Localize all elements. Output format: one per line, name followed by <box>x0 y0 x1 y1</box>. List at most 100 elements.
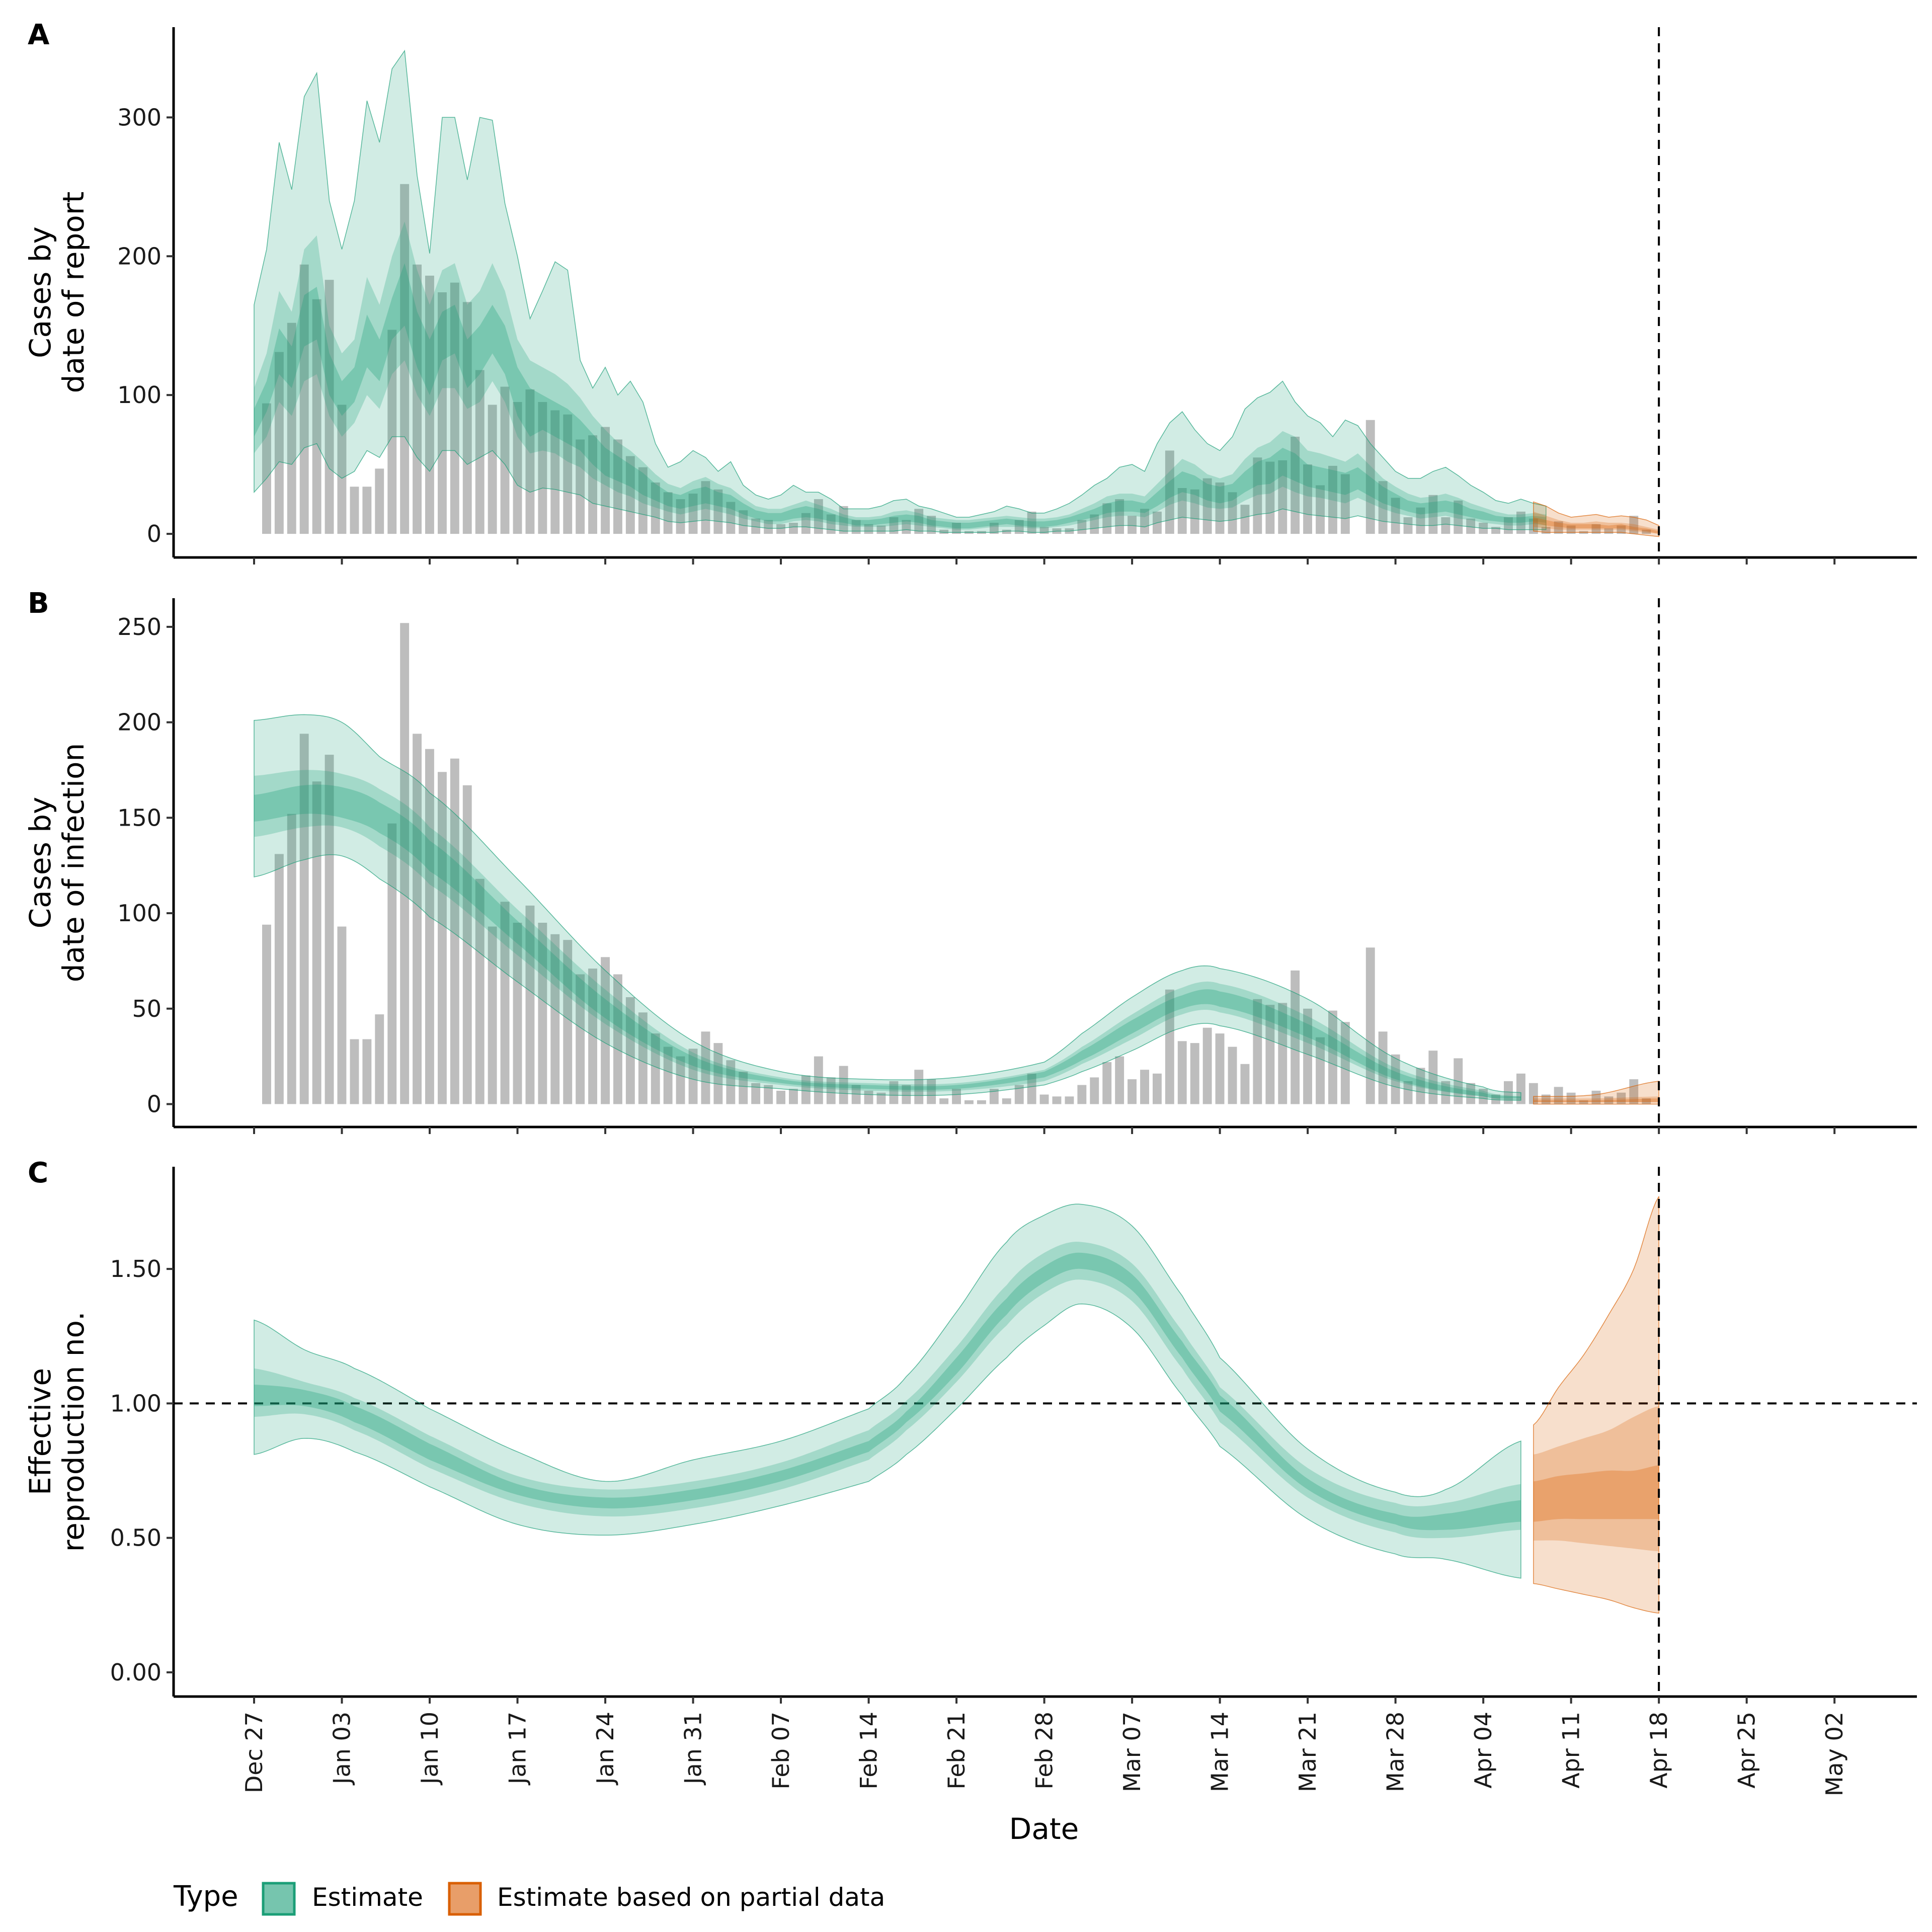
case-bar <box>462 785 472 1104</box>
case-bar <box>1340 474 1350 534</box>
case-bar <box>588 969 597 1104</box>
case-bar <box>287 814 296 1104</box>
case-bar <box>789 523 798 534</box>
x-tick-label: Apr 25 <box>1733 1712 1760 1789</box>
case-bar <box>1027 511 1036 534</box>
case-bar <box>1591 524 1601 534</box>
case-bar <box>1316 485 1325 534</box>
case-bar <box>1554 521 1563 534</box>
case-bar <box>1428 1051 1438 1104</box>
case-bar <box>939 1098 949 1104</box>
case-bar <box>1177 1041 1187 1104</box>
case-bar <box>1102 1062 1112 1104</box>
x-tick-label: Apr 18 <box>1645 1712 1672 1789</box>
case-bar <box>1391 1054 1400 1104</box>
case-bar <box>613 439 622 534</box>
panel-tag-b: B <box>28 587 49 620</box>
x-tick-label: Jan 17 <box>504 1712 531 1786</box>
legend-swatch-estimate <box>262 1882 296 1916</box>
case-bar <box>625 456 635 534</box>
case-bar <box>826 514 836 534</box>
case-bar <box>1177 488 1187 534</box>
case-bar <box>826 1077 836 1104</box>
case-bar <box>601 427 610 534</box>
case-bar <box>726 1060 736 1104</box>
case-bar <box>576 974 585 1104</box>
case-bar <box>1278 1003 1287 1104</box>
estimate-ci90-band <box>254 1203 1521 1579</box>
case-bar <box>663 1046 673 1104</box>
y-tick-label: 0 <box>147 520 162 547</box>
case-bar <box>739 510 748 534</box>
case-bar <box>1303 464 1312 534</box>
case-bar <box>1153 1073 1162 1104</box>
case-bar <box>1604 528 1614 534</box>
case-bar <box>1466 1083 1476 1104</box>
x-tick-label: Jan 31 <box>680 1712 707 1786</box>
case-bar <box>1190 1043 1199 1104</box>
case-bar <box>1617 1092 1626 1104</box>
y-axis-title-line: Cases by <box>23 797 57 929</box>
estimate-ci50-band <box>254 770 1521 1100</box>
case-bar <box>488 926 497 1104</box>
case-bar <box>876 525 886 534</box>
x-tick-label: Jan 03 <box>329 1712 356 1786</box>
y-tick-label: 200 <box>117 709 162 736</box>
case-bar <box>851 1085 861 1104</box>
case-bar <box>563 940 573 1104</box>
case-bar <box>362 487 372 534</box>
case-bar <box>1077 1085 1087 1104</box>
case-bar <box>262 924 271 1104</box>
case-bar <box>1516 1073 1525 1104</box>
case-bar <box>751 1083 761 1104</box>
partial-ci50-band <box>1533 1406 1659 1552</box>
case-bar <box>1077 520 1087 534</box>
case-bar <box>1253 999 1262 1104</box>
case-bar <box>789 1089 798 1104</box>
case-bar <box>1428 495 1438 534</box>
y-tick-label: 0.50 <box>110 1524 162 1552</box>
case-bar <box>1566 1092 1576 1104</box>
y-tick-label: 0 <box>147 1090 162 1117</box>
case-bar <box>1014 1085 1024 1104</box>
case-bar <box>1228 492 1237 534</box>
case-bar <box>839 1066 848 1104</box>
x-tick-label: Feb 07 <box>767 1712 794 1790</box>
case-bar <box>1128 1079 1137 1104</box>
case-bar <box>400 623 410 1104</box>
case-bar <box>299 264 309 534</box>
case-bar <box>1102 503 1112 534</box>
legend: Type Estimate Estimate based on partial … <box>173 1880 885 1916</box>
case-bar <box>1629 516 1639 534</box>
case-bar <box>601 957 610 1104</box>
case-bar <box>438 292 447 534</box>
case-bar <box>989 523 999 534</box>
panel-c-rt: C Effectivereproduction no. 0.00 0.50 1.00 1.… <box>23 1157 1917 1704</box>
case-bar <box>1090 514 1099 534</box>
x-tick-label: Feb 21 <box>943 1712 970 1790</box>
partial-ci20-band <box>1533 1098 1659 1102</box>
x-axis-title: Date <box>1009 1812 1079 1846</box>
x-tick-label: Mar 07 <box>1118 1712 1146 1792</box>
case-bar <box>814 499 823 534</box>
case-bar <box>337 405 347 534</box>
y-axis-title-line: Cases by <box>23 226 57 358</box>
case-bar <box>776 1090 785 1104</box>
case-bar <box>1115 1056 1124 1104</box>
case-bar <box>713 1043 723 1104</box>
estimate-ci50-band <box>254 1242 1521 1539</box>
case-bar <box>638 467 648 534</box>
y-tick-label: 0.00 <box>110 1659 162 1686</box>
case-bar <box>1240 1064 1250 1104</box>
case-bar <box>876 1092 886 1104</box>
case-bar <box>952 1089 961 1104</box>
panel-tag-a: A <box>28 19 50 51</box>
y-axis-title-c: Effectivereproduction no. <box>23 1312 91 1552</box>
case-bar <box>713 489 723 534</box>
case-bar <box>1128 516 1137 534</box>
case-bar <box>525 389 535 534</box>
case-bar <box>1065 1096 1074 1104</box>
case-bar <box>513 923 522 1104</box>
case-bar <box>751 518 761 534</box>
case-bar <box>651 1033 660 1104</box>
